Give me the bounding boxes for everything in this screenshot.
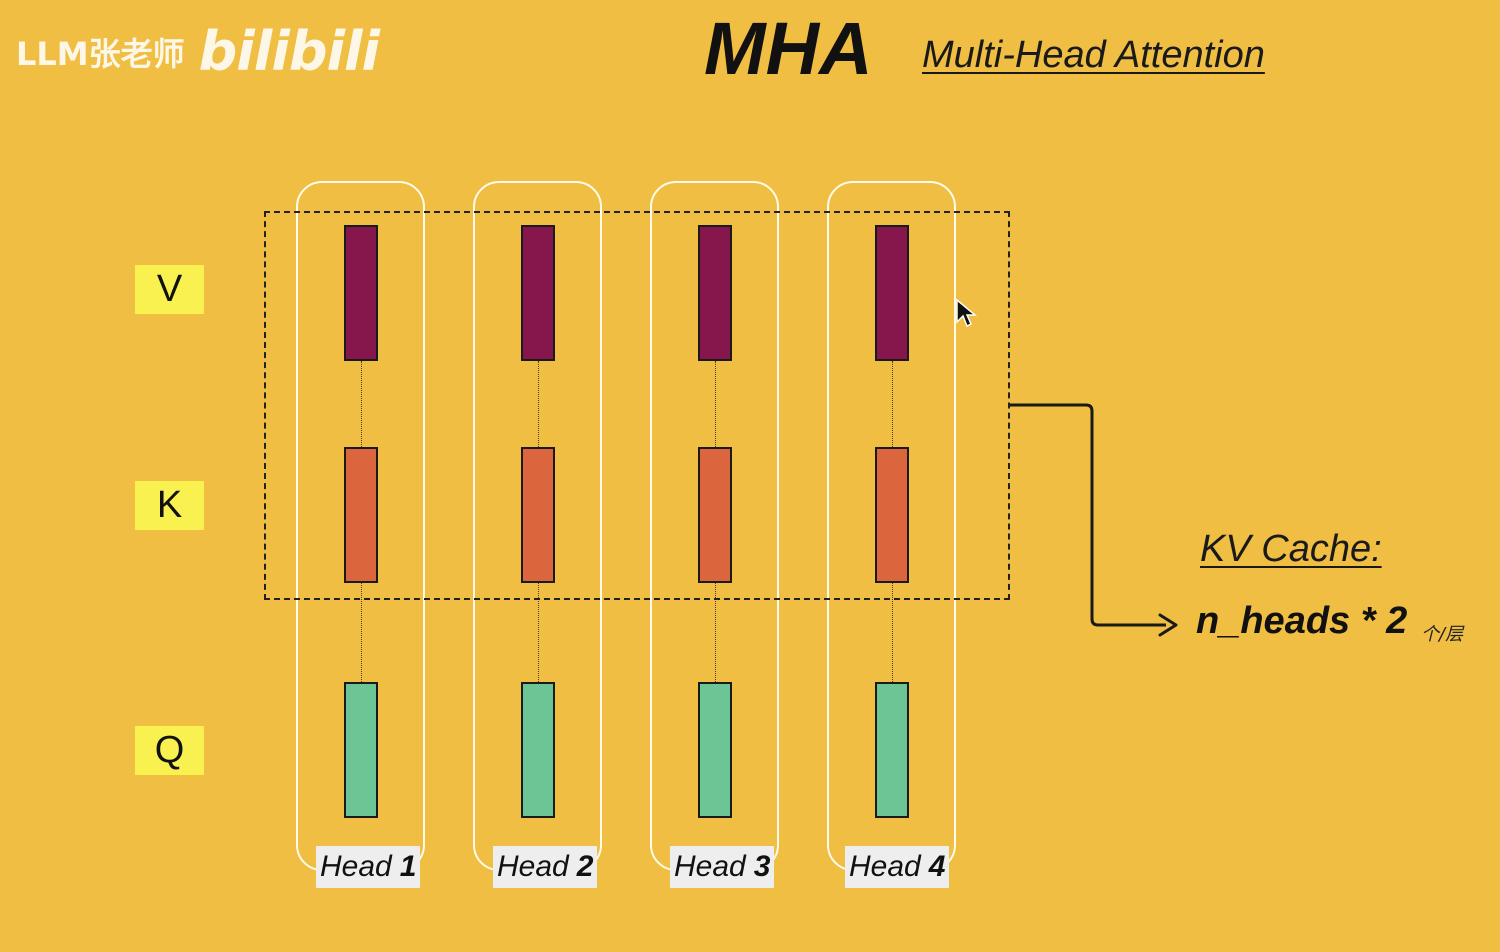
head-4-vk-connector: [892, 361, 893, 447]
head-3-vk-connector: [715, 361, 716, 447]
head-3-value-block: [698, 225, 732, 361]
head-4-kq-connector: [892, 582, 893, 682]
head-1-query-block: [344, 682, 378, 818]
diagram-title: MHA: [704, 7, 873, 90]
head-1-value-block: [344, 225, 378, 361]
head-label-number: 2: [576, 850, 594, 883]
head-3-label: Head 3: [670, 846, 775, 888]
head-label-number: 1: [399, 850, 417, 883]
head-4-key-block: [875, 447, 909, 583]
kv-cache-selection-box: [264, 211, 1010, 600]
mouse-cursor-icon: [956, 298, 977, 328]
head-3-key-block: [698, 447, 732, 583]
bilibili-logo: bilibili: [198, 20, 380, 83]
head-3-query-block: [698, 682, 732, 818]
head-label-number: 4: [928, 850, 946, 883]
kv-cache-title: KV Cache:: [1200, 528, 1382, 570]
head-1-label: Head 1: [316, 846, 421, 888]
head-2-kq-connector: [538, 582, 539, 682]
row-label-v: V: [135, 265, 204, 314]
row-label-q: Q: [135, 726, 204, 775]
head-2-key-block: [521, 447, 555, 583]
head-label-prefix: Head: [497, 850, 569, 883]
head-1-key-block: [344, 447, 378, 583]
head-label-prefix: Head: [674, 850, 746, 883]
head-4-query-block: [875, 682, 909, 818]
watermark-text: LLM张老师: [16, 34, 185, 73]
head-2-query-block: [521, 682, 555, 818]
head-2-label: Head 2: [493, 846, 598, 888]
row-label-k: K: [135, 481, 204, 530]
head-1-vk-connector: [361, 361, 362, 447]
head-4-value-block: [875, 225, 909, 361]
head-2-vk-connector: [538, 361, 539, 447]
head-2-value-block: [521, 225, 555, 361]
head-4-label: Head 4: [845, 846, 950, 888]
kv-cache-unit: 个/层: [1421, 624, 1464, 645]
head-label-prefix: Head: [849, 850, 921, 883]
diagram-subtitle: Multi-Head Attention: [922, 34, 1265, 76]
watermark: LLM张老师 bilibili: [16, 20, 380, 83]
head-1-kq-connector: [361, 582, 362, 682]
head-3-kq-connector: [715, 582, 716, 682]
head-label-number: 3: [753, 850, 771, 883]
head-label-prefix: Head: [320, 850, 392, 883]
kv-cache-formula: n_heads * 2: [1196, 600, 1408, 642]
